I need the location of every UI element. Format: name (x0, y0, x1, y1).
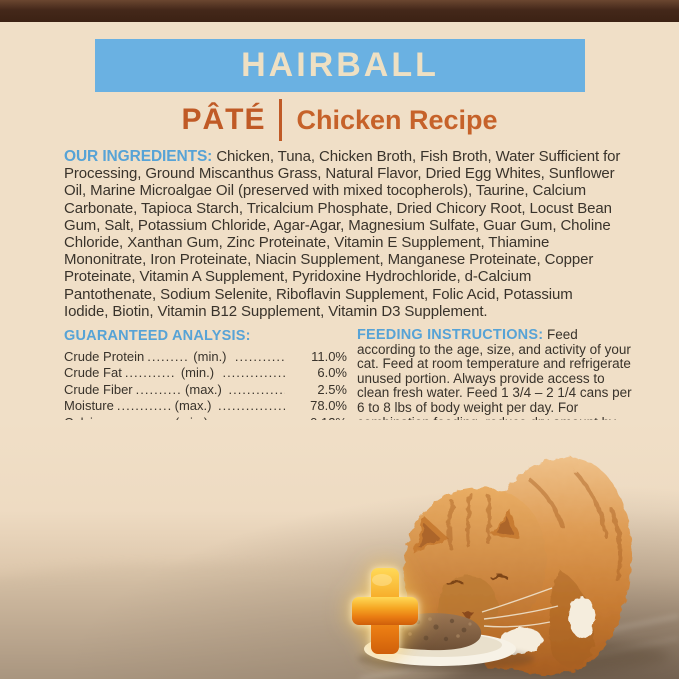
ingredients-section: OUR INGREDIENTS: Chicken, Tuna, Chicken … (64, 148, 621, 320)
min-max-key: (max.) (174, 398, 212, 414)
dot-leader (232, 349, 285, 365)
nutrient-value: 78.0% (310, 398, 347, 414)
guaranteed-analysis-heading: GUARANTEED ANALYSIS: (64, 328, 251, 344)
nutrient-name: Moisture (64, 398, 114, 414)
analysis-row: Crude Protein (min.) 11.0% (64, 349, 347, 365)
nutrient-value: 11.0% (311, 349, 347, 364)
dot-leader (133, 382, 182, 398)
min-max-key: (max.) (185, 381, 222, 397)
min-max-key: (min.) (180, 365, 215, 381)
dot-leader (219, 365, 285, 381)
analysis-row: Moisture (max.) 78.0% (64, 398, 347, 414)
top-bar (0, 0, 679, 22)
min-max-key: (min.) (193, 349, 227, 364)
dot-leader (215, 398, 285, 414)
recipe-name: Chicken Recipe (296, 104, 498, 135)
cat-photo (0, 420, 679, 679)
dot-leader (114, 398, 171, 414)
cat-whiskers (481, 587, 559, 628)
analysis-row: Crude Fat (min.) 6.0% (64, 365, 347, 381)
dot-leader (122, 365, 176, 381)
analysis-row: Crude Fiber (max.) 2.5% (64, 382, 347, 398)
subtitle-divider (279, 99, 283, 141)
nutrient-name: Crude Fat (64, 365, 122, 381)
cat-hind-paw (569, 596, 595, 638)
feeding-instructions-heading: FEEDING INSTRUCTIONS: (357, 327, 544, 343)
ingredients-heading: OUR INGREDIENTS: (64, 148, 213, 165)
plus-icon (352, 568, 418, 654)
banner-title: HAIRBALL (241, 46, 439, 84)
recipe-subtitle: PÂTÉ Chicken Recipe (0, 97, 679, 143)
nutrient-name: Crude Protein (64, 349, 145, 364)
ingredients-text: Chicken, Tuna, Chicken Broth, Fish Broth… (64, 148, 621, 320)
hairball-banner: HAIRBALL (95, 39, 585, 92)
pate-label: PÂTÉ (181, 103, 266, 136)
dot-leader (225, 382, 285, 398)
cat-nose (462, 612, 474, 621)
nutrient-name: Crude Fiber (64, 381, 133, 397)
nutrient-value: 6.0% (317, 365, 347, 381)
nutrient-value: 2.5% (317, 381, 347, 397)
dot-leader (144, 349, 188, 365)
